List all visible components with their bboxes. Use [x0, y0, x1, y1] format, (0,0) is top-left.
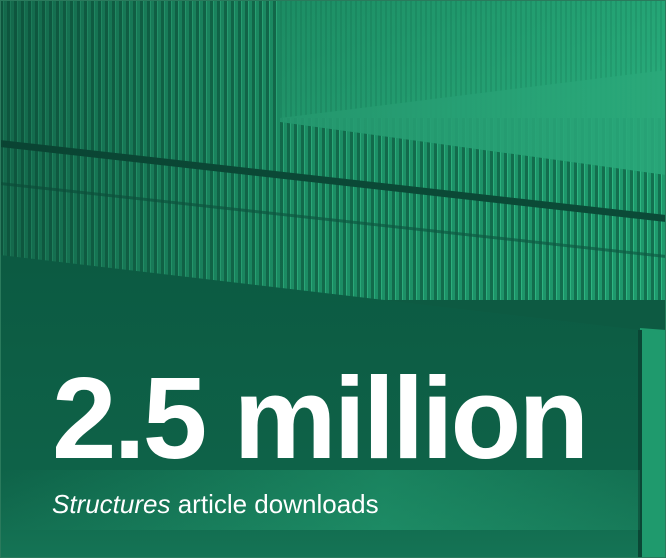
stat-text-block: 2.5 million Structures article downloads — [52, 360, 646, 519]
stat-caption-text: article downloads — [170, 489, 379, 519]
stat-caption-journal-name: Structures — [52, 489, 171, 519]
stat-caption: Structures article downloads — [52, 490, 646, 519]
stat-value: 2.5 million — [52, 353, 589, 483]
